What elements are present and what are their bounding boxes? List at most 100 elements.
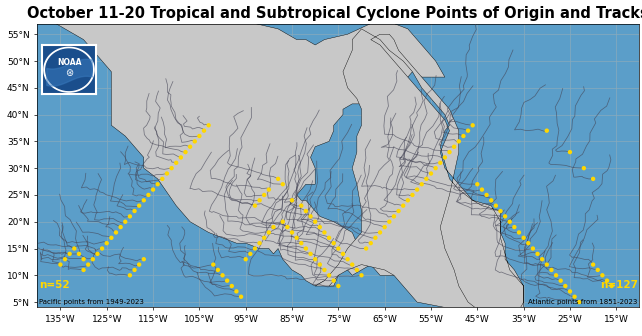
Point <box>306 214 316 219</box>
Point <box>310 219 320 224</box>
Point <box>250 203 260 208</box>
Point <box>593 267 603 272</box>
Point <box>264 230 274 235</box>
Text: n=52: n=52 <box>39 281 70 290</box>
Point <box>403 198 413 203</box>
Point <box>78 257 89 262</box>
Point <box>287 198 297 203</box>
Text: NOAA: NOAA <box>56 58 82 67</box>
Point <box>560 283 571 289</box>
Point <box>162 171 172 176</box>
Point <box>277 181 288 187</box>
Point <box>277 219 288 224</box>
Point <box>134 262 144 267</box>
Point <box>542 128 552 133</box>
Point <box>195 133 205 139</box>
Polygon shape <box>44 47 94 92</box>
Point <box>407 192 417 198</box>
Point <box>490 203 501 208</box>
Point <box>213 267 223 272</box>
Point <box>273 176 283 181</box>
Point <box>88 257 98 262</box>
Title: October 11-20 Tropical and Subtropical Cyclone Points of Origin and Tracks: October 11-20 Tropical and Subtropical C… <box>28 6 642 21</box>
Point <box>514 230 524 235</box>
Point <box>153 181 163 187</box>
Point <box>463 128 473 133</box>
Point <box>55 262 65 267</box>
Point <box>482 192 492 198</box>
Point <box>176 155 186 160</box>
Point <box>565 289 575 294</box>
Point <box>379 224 390 230</box>
Point <box>157 176 168 181</box>
Point <box>578 165 589 171</box>
Point <box>486 198 496 203</box>
Point <box>259 235 270 241</box>
Point <box>347 262 358 267</box>
Point <box>333 246 343 251</box>
Point <box>366 241 376 246</box>
Point <box>444 150 455 155</box>
Point <box>185 144 195 150</box>
Point <box>69 246 80 251</box>
Point <box>120 219 130 224</box>
Point <box>537 257 547 262</box>
Point <box>384 219 394 224</box>
Point <box>324 235 334 241</box>
Point <box>287 230 297 235</box>
Point <box>431 165 441 171</box>
Point <box>222 278 232 283</box>
Point <box>361 246 371 251</box>
Point <box>306 251 316 257</box>
Point <box>208 262 218 267</box>
Point <box>342 257 352 262</box>
Point <box>130 267 140 272</box>
Point <box>602 278 612 283</box>
Point <box>171 160 181 166</box>
Point <box>125 272 135 278</box>
Point <box>398 203 408 208</box>
Point <box>264 187 274 192</box>
Point <box>166 165 177 171</box>
Point <box>78 267 89 272</box>
Point <box>259 192 270 198</box>
Point <box>199 128 209 133</box>
Point <box>523 241 534 246</box>
Point <box>134 203 144 208</box>
Point <box>505 219 515 224</box>
Point <box>551 272 561 278</box>
Point <box>291 235 302 241</box>
Point <box>569 294 580 299</box>
Point <box>519 235 529 241</box>
Point <box>597 272 607 278</box>
Point <box>268 224 279 230</box>
Polygon shape <box>315 29 524 318</box>
Point <box>607 283 617 289</box>
Point <box>74 251 84 257</box>
Point <box>300 208 311 214</box>
Point <box>375 230 385 235</box>
Point <box>139 198 149 203</box>
Point <box>245 251 256 257</box>
Point <box>106 235 116 241</box>
Point <box>204 123 214 128</box>
Point <box>148 187 158 192</box>
Point <box>254 241 265 246</box>
Point <box>352 267 362 272</box>
Point <box>588 176 598 181</box>
Point <box>565 150 575 155</box>
Point <box>528 246 538 251</box>
Point <box>250 246 260 251</box>
Point <box>329 241 339 246</box>
Point <box>394 208 404 214</box>
Point <box>139 257 149 262</box>
Point <box>111 230 121 235</box>
Point <box>426 171 436 176</box>
Point <box>472 181 482 187</box>
Point <box>101 241 112 246</box>
Point <box>189 139 200 144</box>
Point <box>454 139 464 144</box>
Point <box>319 267 329 272</box>
Point <box>421 176 431 181</box>
Point <box>440 155 450 160</box>
